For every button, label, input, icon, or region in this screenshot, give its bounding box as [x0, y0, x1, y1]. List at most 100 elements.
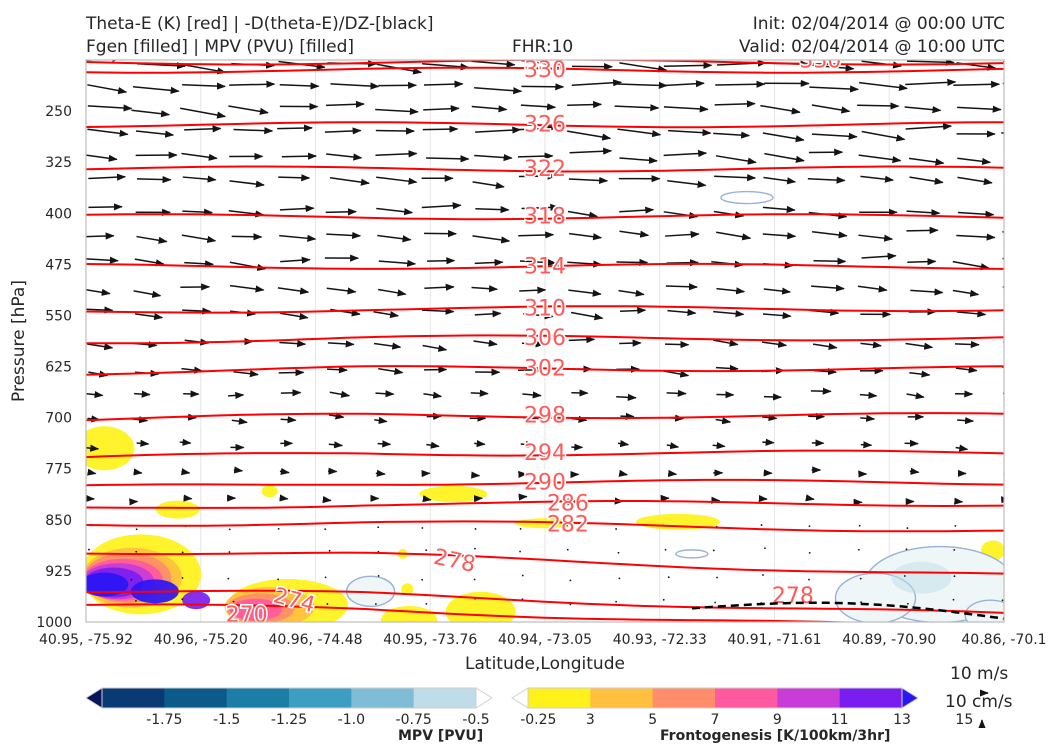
wind-vector: [764, 152, 805, 163]
wind-vector: [520, 60, 566, 69]
theta-e-contour-label: 322: [524, 157, 566, 182]
wind-vector: [909, 176, 944, 185]
wind-vector: [663, 61, 713, 70]
colorbar-tick-label: -1.5: [213, 712, 240, 728]
wind-vector: [378, 259, 417, 267]
wind-vector: [229, 284, 265, 293]
wind-vector: [474, 310, 502, 318]
wind-vector: [569, 579, 572, 582]
wind-vector: [907, 258, 937, 266]
wind-vector: [764, 547, 766, 550]
wind-vector: [1005, 577, 1007, 579]
reference-vector-ms-label: 10 m/s: [950, 664, 1009, 684]
wind-vector: [87, 84, 128, 95]
colorbar-segment: [590, 688, 654, 708]
wind-vector: [423, 391, 443, 399]
wind-vector: [519, 550, 521, 553]
wind-vector: [714, 100, 756, 108]
x-tick-label: 40.95, -73.76: [383, 632, 477, 648]
wind-vector: [326, 603, 329, 605]
wind-vector: [1002, 286, 1004, 288]
wind-vectors: [82, 60, 1007, 606]
wind-vector: [134, 390, 151, 398]
wind-vector: [88, 548, 90, 551]
wind-vector: [715, 417, 732, 425]
wind-vector: [857, 285, 888, 293]
colorbar-tick-label: 9: [773, 712, 782, 728]
wind-vector: [908, 157, 945, 166]
wind-vector: [473, 578, 476, 581]
wind-vector: [517, 366, 544, 374]
x-tick-label: 40.93, -72.33: [613, 632, 707, 648]
plot-area: 3343303263223183143103063022982942902862…: [82, 49, 1007, 622]
wind-vector: [87, 104, 133, 112]
wind-vector: [82, 602, 84, 604]
wind-vector: [956, 310, 987, 318]
init-time-label: Init: 02/04/2014 @ 00:00 UTC: [752, 14, 1005, 34]
wind-vector: [617, 128, 662, 138]
colorbar-tick-label: -1.75: [146, 712, 182, 728]
wind-vector: [86, 306, 114, 314]
wind-vector: [328, 412, 345, 420]
wind-vector: [518, 231, 555, 239]
wind-vector: [666, 389, 687, 397]
wind-vector: [373, 310, 400, 319]
wind-vector: [762, 232, 797, 240]
wind-vector: [957, 416, 975, 425]
wind-vector: [377, 288, 407, 297]
theta-e-contour-label: 330: [799, 49, 841, 74]
wind-vector: [618, 577, 621, 580]
wind-vector: [233, 127, 274, 135]
wind-vector: [805, 494, 815, 502]
colorbar-segment: [351, 688, 415, 708]
wind-vector: [134, 258, 165, 267]
wind-vector: [233, 466, 244, 474]
wind-vector: [87, 128, 129, 137]
wind-vector: [422, 495, 432, 503]
wind-vector: [375, 469, 386, 477]
wind-vector: [953, 549, 956, 551]
wind-vector: [615, 600, 618, 603]
mpv-contour: [675, 549, 709, 559]
fgen-filled-region: [515, 518, 575, 529]
x-axis-label: Latitude,Longitude: [465, 654, 625, 674]
theta-e-contour-label: 286: [547, 491, 589, 516]
wind-vector: [277, 124, 313, 132]
theta-e-contour: [86, 449, 1004, 459]
wind-vector: [324, 127, 362, 135]
wind-vector: [813, 257, 847, 265]
wind-vector: [474, 87, 523, 95]
wind-vector: [570, 311, 604, 321]
wind-vector: [667, 308, 697, 317]
fgen-filled-region: [86, 426, 135, 471]
wind-vector: [376, 176, 418, 185]
theta-e-contours: [86, 60, 1004, 622]
wind-vector: [1002, 82, 1004, 85]
dashed-boundary-line: [691, 601, 1004, 620]
wind-vector: [520, 103, 557, 111]
fgen-colorbar: 3 5 7 9 11 13 15: [511, 687, 973, 728]
wind-vector: [857, 548, 860, 551]
plot-frame: [85, 59, 1005, 623]
wind-vector: [955, 366, 978, 374]
wind-vector: [761, 413, 778, 422]
y-tick-label: 850: [45, 513, 72, 529]
wind-vector: [763, 393, 783, 401]
wind-vector: [808, 551, 811, 554]
wind-vector: [1003, 341, 1004, 343]
x-tick-label: 40.96, -75.20: [154, 632, 248, 648]
wind-vector: [426, 155, 470, 163]
colorbar-extend-min: [511, 687, 529, 709]
wind-vector: [860, 441, 873, 449]
wind-vector: [858, 524, 861, 527]
wind-vector: [519, 527, 522, 530]
wind-vector: [425, 549, 428, 552]
wind-vector: [713, 310, 745, 318]
y-tick-label: 325: [45, 155, 72, 171]
wind-vector: [619, 230, 650, 238]
valid-time-label: Valid: 02/04/2014 @ 10:00 UTC: [739, 37, 1005, 57]
wind-vector: [762, 438, 775, 446]
x-tick-label: 40.91, -71.61: [727, 632, 821, 648]
wind-vector: [472, 181, 505, 190]
colorbar-segment: [226, 688, 290, 708]
